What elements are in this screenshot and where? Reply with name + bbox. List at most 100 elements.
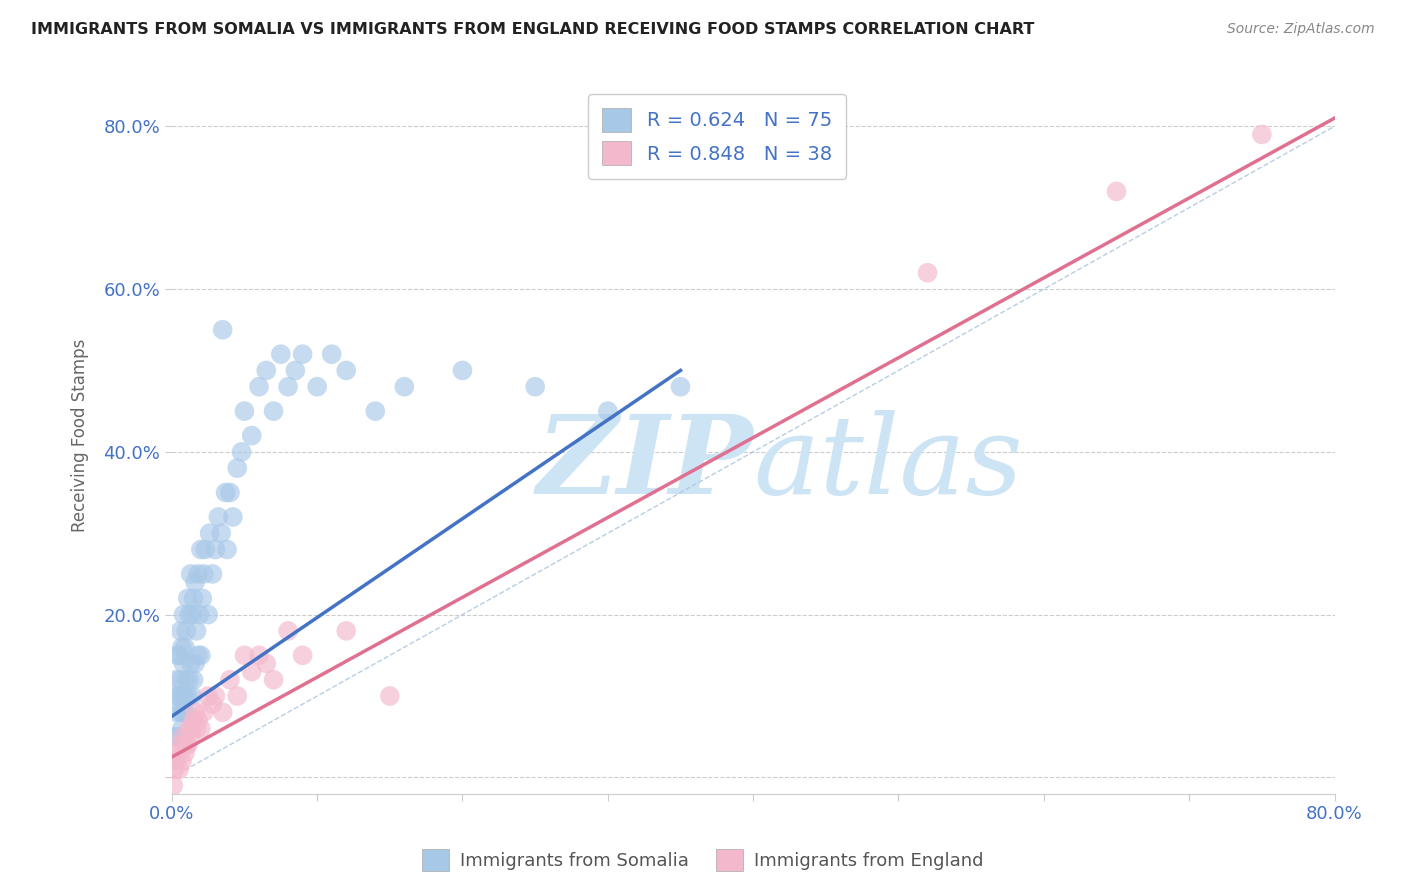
Point — [214, 485, 236, 500]
Legend: Immigrants from Somalia, Immigrants from England: Immigrants from Somalia, Immigrants from… — [415, 842, 991, 879]
Point — [186, 722, 208, 736]
Point — [222, 510, 245, 524]
Point — [211, 323, 233, 337]
Point — [215, 542, 238, 557]
Point — [180, 730, 202, 744]
Point — [231, 445, 253, 459]
Point — [917, 266, 939, 280]
Point — [172, 607, 194, 622]
Point — [183, 673, 205, 687]
Point — [176, 738, 198, 752]
Point — [166, 689, 188, 703]
Point — [254, 657, 277, 671]
Point — [226, 461, 249, 475]
Point — [190, 722, 212, 736]
Point — [167, 689, 190, 703]
Text: ZIP: ZIP — [537, 410, 754, 518]
Point — [163, 762, 186, 776]
Text: IMMIGRANTS FROM SOMALIA VS IMMIGRANTS FROM ENGLAND RECEIVING FOOD STAMPS CORRELA: IMMIGRANTS FROM SOMALIA VS IMMIGRANTS FR… — [31, 22, 1035, 37]
Point — [394, 380, 416, 394]
Point — [169, 738, 191, 752]
Point — [174, 746, 197, 760]
Point — [307, 380, 329, 394]
Point — [162, 779, 184, 793]
Point — [165, 754, 187, 768]
Point — [172, 657, 194, 671]
Point — [170, 754, 193, 768]
Point — [291, 347, 314, 361]
Point — [524, 380, 547, 394]
Point — [177, 738, 200, 752]
Point — [174, 689, 197, 703]
Point — [209, 526, 232, 541]
Point — [187, 566, 209, 581]
Point — [184, 706, 207, 720]
Point — [169, 673, 191, 687]
Point — [172, 706, 194, 720]
Point — [176, 624, 198, 638]
Point — [1250, 128, 1272, 142]
Point — [198, 526, 221, 541]
Point — [179, 607, 201, 622]
Point — [180, 657, 202, 671]
Point — [170, 722, 193, 736]
Point — [284, 363, 307, 377]
Point — [247, 380, 270, 394]
Point — [211, 706, 233, 720]
Point — [263, 673, 285, 687]
Point — [183, 591, 205, 606]
Point — [364, 404, 387, 418]
Point — [187, 714, 209, 728]
Point — [1105, 185, 1128, 199]
Point — [226, 689, 249, 703]
Point — [193, 706, 215, 720]
Point — [240, 428, 263, 442]
Point — [335, 624, 357, 638]
Point — [169, 706, 191, 720]
Point — [233, 648, 256, 663]
Point — [176, 706, 198, 720]
Point — [179, 673, 201, 687]
Point — [596, 404, 619, 418]
Point — [176, 673, 198, 687]
Text: atlas: atlas — [754, 410, 1022, 518]
Point — [291, 648, 314, 663]
Point — [669, 380, 692, 394]
Point — [183, 714, 205, 728]
Point — [233, 404, 256, 418]
Point — [166, 746, 188, 760]
Point — [184, 657, 207, 671]
Point — [167, 648, 190, 663]
Point — [204, 689, 226, 703]
Point — [172, 730, 194, 744]
Point — [219, 673, 242, 687]
Point — [165, 673, 187, 687]
Point — [180, 566, 202, 581]
Point — [177, 591, 200, 606]
Point — [190, 648, 212, 663]
Point — [174, 640, 197, 655]
Point — [187, 648, 209, 663]
Point — [240, 665, 263, 679]
Point — [186, 624, 208, 638]
Point — [247, 648, 270, 663]
Point — [170, 640, 193, 655]
Point — [378, 689, 401, 703]
Point — [321, 347, 343, 361]
Point — [201, 697, 224, 711]
Point — [277, 624, 299, 638]
Point — [201, 566, 224, 581]
Point — [170, 689, 193, 703]
Point — [191, 591, 214, 606]
Point — [165, 706, 187, 720]
Point — [167, 762, 190, 776]
Legend: R = 0.624   N = 75, R = 0.848   N = 38: R = 0.624 N = 75, R = 0.848 N = 38 — [589, 95, 845, 178]
Text: Source: ZipAtlas.com: Source: ZipAtlas.com — [1227, 22, 1375, 37]
Point — [194, 542, 217, 557]
Point — [179, 722, 201, 736]
Point — [163, 730, 186, 744]
Point — [162, 754, 184, 768]
Point — [335, 363, 357, 377]
Point — [219, 485, 242, 500]
Point — [263, 404, 285, 418]
